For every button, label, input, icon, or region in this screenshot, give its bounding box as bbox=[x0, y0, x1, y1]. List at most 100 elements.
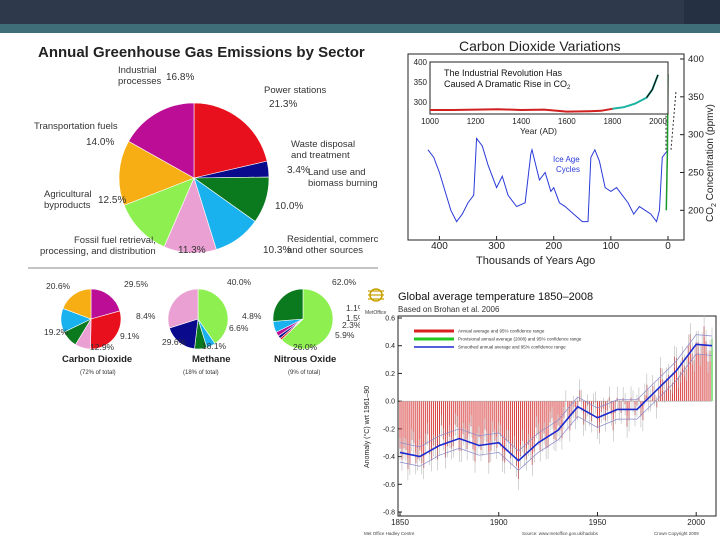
co2-ytick-label-0: 200 bbox=[688, 205, 704, 216]
ghg-emissions-figure: Annual Greenhouse Gas Emissions by Secto… bbox=[28, 44, 390, 376]
n2o-pct-2: 1.5% bbox=[346, 313, 366, 323]
temp-ylabel: Anomaly (°C) wrt 1961–90 bbox=[363, 386, 371, 468]
co2-inset-xtick-label-1: 1200 bbox=[467, 117, 485, 126]
temp-ytick-label-2: -0.4 bbox=[383, 454, 395, 461]
ghg-small-labels: 20.6% 29.5% 8.4% 9.1% 12.9% 19.2% Carbon… bbox=[44, 277, 366, 376]
methane-pie-slice-4 bbox=[167, 288, 199, 329]
value-industrial: 16.8% bbox=[166, 72, 194, 83]
temperature-figure: MetOffice Global average temperature 185… bbox=[363, 288, 717, 536]
n2o-pct-0: 62.0% bbox=[332, 277, 357, 287]
co2-inset-caption-1: The Industrial Revolution Has bbox=[444, 68, 563, 78]
co2-pie-slice-5 bbox=[62, 288, 92, 320]
co2-ytick-label-3: 350 bbox=[688, 92, 704, 103]
co2-inset-measured-line bbox=[646, 74, 659, 98]
ghg-main-slice-6 bbox=[118, 140, 195, 206]
co2-main-frame bbox=[407, 53, 685, 241]
co2-xtick-label-2: 200 bbox=[545, 241, 562, 252]
methane-pct-3: 18.1% bbox=[202, 341, 227, 351]
label-residential-2: and other sources bbox=[287, 245, 363, 256]
label-fossil-2: processing, and distribution bbox=[40, 246, 156, 257]
co2-ytick-label-4: 400 bbox=[688, 54, 704, 65]
co2-ytick-label-2: 300 bbox=[688, 130, 704, 141]
label-fossil-1: Fossil fuel retrieval, bbox=[74, 235, 156, 246]
co2-ice-core-line bbox=[427, 137, 669, 223]
slide-header-corner bbox=[684, 0, 720, 24]
co2-pct-3: 9.1% bbox=[120, 331, 140, 341]
label-agri-1: Agricultural bbox=[44, 189, 92, 200]
value-agri: 12.5% bbox=[98, 195, 126, 206]
temp-ytick-label-1: -0.6 bbox=[383, 482, 395, 489]
co2-ylabel-sub: 2 bbox=[711, 203, 718, 207]
n2o-pie-slice-0 bbox=[281, 288, 334, 350]
label-waste-1: Waste disposal bbox=[291, 139, 355, 150]
slide-header-bar bbox=[0, 0, 720, 24]
methane-pct-2: 6.6% bbox=[229, 323, 249, 333]
methane-name: Methane bbox=[192, 354, 231, 365]
legend-smoothed: Smoothed annual average and 95% confiden… bbox=[458, 345, 566, 350]
co2-xtick-label-3: 100 bbox=[603, 241, 620, 252]
value-land: 10.0% bbox=[275, 201, 303, 212]
co2-inset-preindustrial-line bbox=[430, 107, 613, 113]
methane-share: (18% of total) bbox=[183, 370, 219, 376]
n2o-name: Nitrous Oxide bbox=[274, 354, 336, 365]
n2o-pct-4: 5.9% bbox=[335, 330, 355, 340]
n2o-pct-3: 2.3% bbox=[342, 320, 362, 330]
co2-title: Carbon Dioxide Variations bbox=[459, 38, 621, 54]
co2-inset-caption-2-text: Caused A Dramatic Rise in CO bbox=[444, 79, 567, 89]
co2-xtick-label-0: 400 bbox=[431, 241, 448, 252]
ghg-main-pie bbox=[118, 102, 270, 254]
temp-ytick-label-7: 0.6 bbox=[385, 316, 395, 323]
label-waste-2: and treatment bbox=[291, 150, 350, 161]
co2-ylabel: CO2 Concentration (ppmv) bbox=[705, 104, 718, 222]
co2-ylabel-pre: CO bbox=[705, 207, 716, 222]
co2-xtick-label-1: 300 bbox=[488, 241, 505, 252]
co2-inset-plot: 1000 1200 1400 1600 1800 2000 300 350 400 The Ind… bbox=[414, 58, 669, 136]
co2-inset-ytick-label-0: 300 bbox=[414, 98, 428, 107]
temp-xtick-label-1: 1900 bbox=[490, 518, 508, 527]
co2-inset-xlabel: Year (AD) bbox=[520, 126, 557, 136]
temp-annual-bars bbox=[399, 315, 713, 491]
value-residential: 10.3% bbox=[263, 245, 291, 256]
label-residential-1: Residential, commercial, bbox=[287, 234, 378, 245]
temp-footer-left: Met Office Hadley Centre bbox=[364, 531, 415, 536]
temp-smoothed-upper bbox=[399, 334, 713, 452]
temp-subtitle: Based on Brohan et al. 2006 bbox=[398, 305, 500, 314]
temp-legend: Annual average and 95% confidence range … bbox=[414, 329, 582, 350]
slide-accent-band bbox=[0, 24, 720, 33]
temp-xtick-label-3: 2000 bbox=[687, 518, 705, 527]
co2-inset-caption-2-sub: 2 bbox=[567, 85, 571, 91]
co2-variations-panel: Carbon Dioxide Variations 400 300 200 100 0 2… bbox=[400, 34, 720, 270]
co2-ytick-label-1: 250 bbox=[688, 167, 704, 178]
label-industrial-2: processes bbox=[118, 76, 162, 87]
co2-main-plot: 400 300 200 100 0 200 250 300 350 400 bbox=[427, 54, 704, 252]
value-waste: 3.4% bbox=[287, 165, 310, 176]
temp-footer-right: Crown Copyright 2009 bbox=[654, 531, 699, 536]
ghg-main-labels: Industrial processes 16.8% Power station… bbox=[34, 65, 390, 257]
n2o-pct-5: 26.0% bbox=[293, 342, 318, 352]
label-agri-2: byproducts bbox=[44, 200, 91, 211]
ghg-main-slice-0 bbox=[193, 102, 268, 179]
co2-inset-xtick-label-0: 1000 bbox=[421, 117, 439, 126]
temp-frame bbox=[397, 315, 717, 517]
value-power: 21.3% bbox=[269, 99, 297, 110]
co2-xlabel: Thousands of Years Ago bbox=[476, 255, 595, 267]
temp-ytick-label-3: -0.2 bbox=[383, 426, 395, 433]
ghg-title: Annual Greenhouse Gas Emissions by Secto… bbox=[38, 44, 365, 61]
co2-inset-ytick-label-1: 350 bbox=[414, 78, 428, 87]
co2-name: Carbon Dioxide bbox=[62, 354, 132, 365]
ghg-main-slice-5 bbox=[123, 177, 195, 248]
ice-age-label-1: Ice Age bbox=[553, 155, 580, 164]
temp-title: Global average temperature 1850–2008 bbox=[398, 291, 593, 303]
ghg-emissions-panel: Annual Greenhouse Gas Emissions by Secto… bbox=[28, 36, 390, 386]
co2-inset-caption-2: Caused A Dramatic Rise in CO2 bbox=[444, 79, 571, 91]
n2o-share: (9% of total) bbox=[288, 370, 320, 376]
temp-smoothed-line bbox=[399, 343, 713, 462]
temp-ytick-label-5: 0.2 bbox=[385, 371, 395, 378]
co2-pct-1: 29.5% bbox=[124, 279, 149, 289]
co2-inset-ytick-label-2: 400 bbox=[414, 58, 428, 67]
temp-plot-area: -0.8 -0.6 -0.4 -0.2 0.0 0.2 0.4 0.6 1850 1900 1950… bbox=[383, 315, 713, 527]
logo-text: MetOffice bbox=[365, 310, 387, 316]
temp-footer-mid: Source: www.metoffice.gov.uk/hadobs bbox=[522, 531, 599, 536]
methane-pct-0: 40.0% bbox=[227, 277, 252, 287]
value-fossil: 11.3% bbox=[178, 245, 206, 256]
